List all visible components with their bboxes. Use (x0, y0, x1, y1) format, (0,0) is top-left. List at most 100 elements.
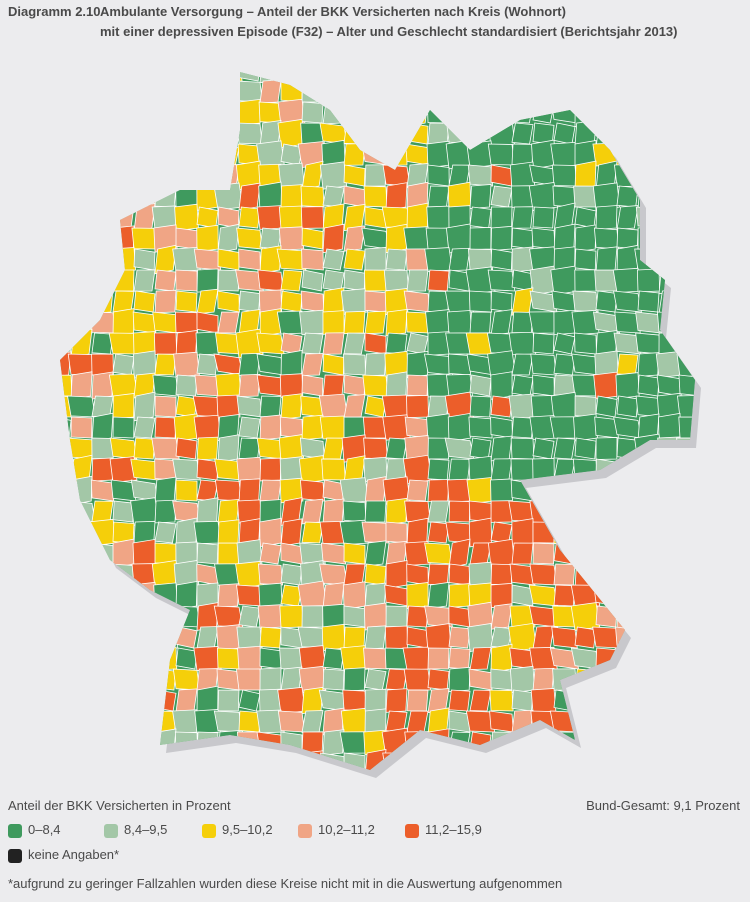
district (532, 771, 555, 798)
district (487, 269, 516, 292)
district (654, 521, 685, 544)
district (448, 247, 471, 272)
district (509, 563, 536, 586)
district (70, 311, 93, 334)
district (360, 100, 391, 125)
district (679, 205, 695, 230)
district (697, 373, 725, 397)
district (217, 290, 240, 313)
district (364, 688, 387, 713)
district (403, 668, 432, 691)
district (280, 290, 303, 313)
district (426, 413, 451, 442)
district (532, 437, 555, 460)
district (469, 395, 492, 418)
district (319, 415, 348, 440)
district (511, 518, 534, 547)
district (60, 499, 72, 524)
district (490, 603, 513, 630)
district (280, 184, 303, 209)
district (637, 142, 660, 167)
district (572, 500, 599, 523)
district (700, 773, 722, 795)
district (133, 647, 156, 670)
district (656, 605, 683, 628)
district (406, 479, 429, 502)
district (259, 395, 282, 418)
district (427, 647, 450, 670)
district (487, 78, 516, 105)
district (487, 143, 516, 166)
district (427, 752, 450, 770)
district (91, 437, 114, 460)
district (280, 542, 303, 565)
district (490, 478, 513, 503)
district (343, 269, 366, 292)
district (427, 269, 450, 292)
district (406, 80, 429, 103)
district (701, 60, 722, 81)
district (217, 542, 240, 565)
district (574, 769, 597, 770)
district (301, 248, 324, 271)
district (701, 165, 722, 186)
district (427, 668, 450, 691)
district (635, 731, 662, 754)
district (216, 394, 241, 419)
district (109, 710, 138, 733)
district (91, 752, 114, 770)
district (511, 542, 534, 565)
district (60, 226, 73, 251)
district (532, 332, 555, 355)
district (343, 122, 366, 145)
district (532, 206, 555, 229)
district (676, 497, 695, 526)
district (572, 521, 599, 544)
district (364, 352, 387, 377)
district (91, 412, 114, 443)
district (60, 351, 72, 378)
district (67, 500, 96, 523)
district (196, 182, 219, 211)
district (238, 248, 261, 271)
district (509, 665, 536, 694)
district (406, 332, 429, 355)
district (112, 602, 135, 631)
district (238, 352, 261, 377)
district (91, 223, 114, 254)
district (424, 542, 453, 565)
district (655, 122, 684, 145)
district (236, 584, 263, 607)
district (658, 500, 681, 523)
district (384, 584, 409, 607)
district (259, 479, 282, 502)
district (553, 521, 576, 544)
district (91, 353, 114, 376)
district (616, 185, 639, 208)
legend-label: 9,5–10,2 (222, 822, 273, 837)
district (553, 749, 576, 770)
district (281, 774, 302, 795)
district (595, 205, 618, 230)
district (322, 668, 345, 691)
district (511, 689, 534, 712)
district (259, 626, 282, 649)
district (469, 227, 492, 250)
district (613, 584, 642, 607)
district (700, 668, 723, 691)
district (91, 141, 114, 168)
district (342, 689, 367, 712)
district (679, 710, 695, 733)
district (637, 542, 660, 565)
district (133, 122, 156, 145)
district (67, 164, 96, 187)
district (634, 710, 663, 733)
district (528, 311, 559, 334)
district (175, 688, 198, 713)
district (60, 689, 75, 712)
district (60, 626, 72, 649)
district (153, 332, 178, 355)
district (196, 161, 219, 190)
district (427, 458, 450, 481)
district (174, 203, 199, 232)
